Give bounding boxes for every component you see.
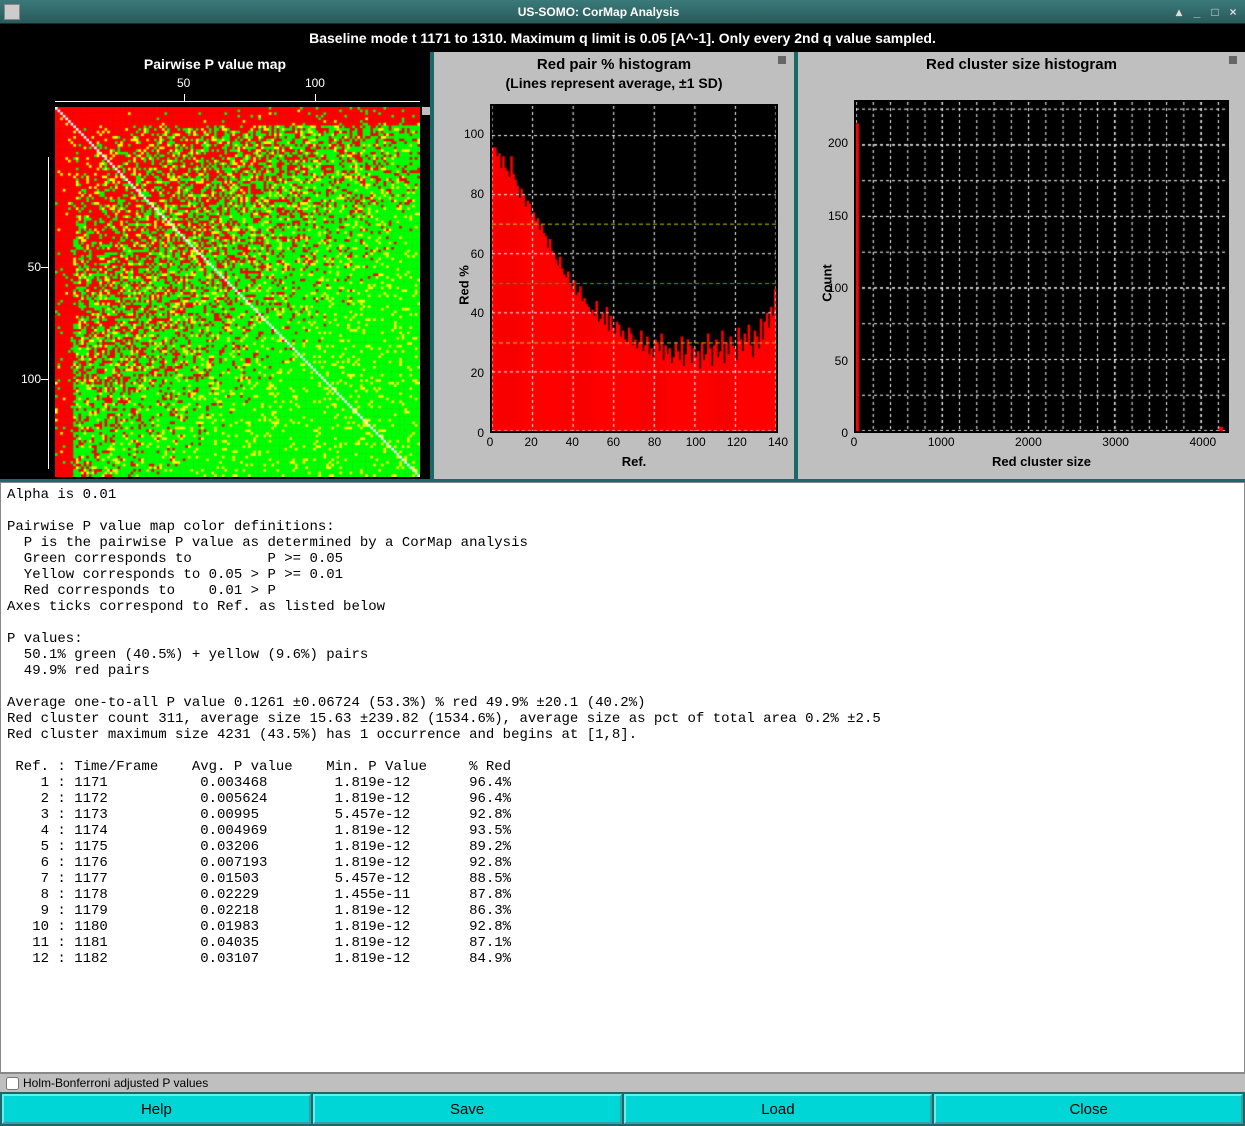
window-icon [4,4,20,20]
analysis-text-output[interactable]: Alpha is 0.01 Pairwise P value map color… [0,482,1245,1073]
hist-red-box: Red % Ref. 020406080100 0204060801001201… [442,99,786,471]
save-button[interactable]: Save [313,1094,622,1124]
heatmap-title: Pairwise P value map [0,52,430,76]
hist-cluster-canvas [856,102,1227,431]
plot-handle-icon[interactable] [1229,56,1237,64]
hist-red-subtitle: (Lines represent average, ±1 SD) [434,75,794,95]
pairwise-pvalue-map[interactable]: Pairwise P value map 50100 50100 [0,52,430,479]
help-button[interactable]: Help [2,1094,311,1124]
hist-red-title: Red pair % histogram [434,52,794,75]
shade-button[interactable]: ▴ [1171,4,1187,20]
hist-red-xticks: 020406080100120140 [490,435,778,451]
hist-red-xlabel: Ref. [490,454,778,469]
heatmap-canvas [55,107,420,477]
checkbox-row: Holm-Bonferroni adjusted P values [0,1073,1245,1092]
plots-row: Pairwise P value map 50100 50100 Red pai… [0,52,1245,482]
maximize-button[interactable]: □ [1207,4,1223,20]
button-row: Help Save Load Close [0,1092,1245,1126]
hist-cluster-plot [854,100,1229,433]
red-pair-histogram[interactable]: Red pair % histogram (Lines represent av… [434,52,794,479]
mode-subtitle: Baseline mode t 1171 to 1310. Maximum q … [0,24,1245,52]
heatmap-xaxis: 50100 [55,76,420,106]
minimize-button[interactable]: _ [1189,4,1205,20]
window-title: US-SOMO: CorMap Analysis [26,5,1171,19]
hist-red-plot [490,104,778,433]
hist-cluster-xticks: 01000200030004000 [854,435,1229,451]
window-controls: ▴ _ □ × [1171,4,1241,20]
holm-bonferroni-label: Holm-Bonferroni adjusted P values [23,1076,208,1090]
plot-handle-icon[interactable] [778,56,786,64]
holm-bonferroni-checkbox[interactable] [6,1077,19,1090]
red-cluster-histogram[interactable]: Red cluster size histogram Count Red clu… [798,52,1245,479]
hist-cluster-box: Count Red cluster size 050100150200 0100… [806,95,1237,471]
close-button[interactable]: Close [934,1094,1243,1124]
heatmap-yaxis: 50100 [0,157,55,469]
load-button[interactable]: Load [624,1094,933,1124]
window-titlebar: US-SOMO: CorMap Analysis ▴ _ □ × [0,0,1245,24]
hist-red-canvas [492,106,776,431]
close-window-button[interactable]: × [1225,4,1241,20]
hist-cluster-title: Red cluster size histogram [798,52,1245,75]
hist-red-yticks: 020406080100 [442,104,488,433]
hist-cluster-xlabel: Red cluster size [854,454,1229,469]
hist-cluster-yticks: 050100150200 [806,100,852,433]
